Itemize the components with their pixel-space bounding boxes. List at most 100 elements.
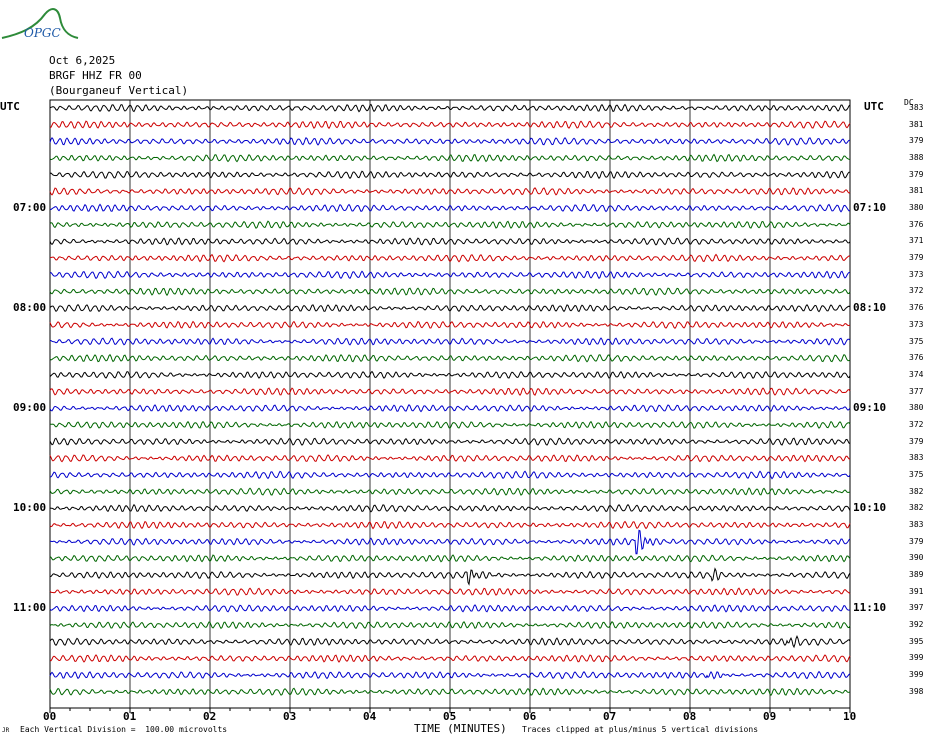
dc-offset-label: 375 <box>909 336 924 346</box>
trace-line <box>49 420 851 429</box>
dc-offset-label: 390 <box>909 553 924 563</box>
dc-offset-label: 392 <box>909 620 924 630</box>
dc-offset-label: 372 <box>909 419 924 429</box>
dc-offset-label: 379 <box>909 536 924 546</box>
x-tick-label: 07 <box>603 710 617 723</box>
trace-line <box>49 337 851 346</box>
dc-offset-label: 381 <box>909 186 924 196</box>
opgc-logo: OPGC <box>0 4 80 46</box>
footer-clip-note: Traces clipped at plus/minus 5 vertical … <box>522 725 759 734</box>
logo-mountain-icon <box>1 8 79 39</box>
left-time-label: 08:00 <box>13 301 47 315</box>
trace-line <box>49 470 851 480</box>
x-tick-label: 10 <box>843 710 857 723</box>
trace-line <box>49 635 851 649</box>
right-time-label: 10:10 <box>853 501 887 515</box>
dc-offset-label: 380 <box>909 203 924 213</box>
trace-line <box>49 187 851 196</box>
left-time-label: 11:00 <box>13 601 47 615</box>
left-time-label: 10:00 <box>13 501 47 515</box>
dc-offset-label: 377 <box>909 386 924 396</box>
trace-line <box>49 587 851 596</box>
right-time-label: 08:10 <box>853 301 887 315</box>
dc-offset-label: 379 <box>909 169 924 179</box>
header-location: (Bourganeuf Vertical) <box>49 84 189 97</box>
dc-offset-label: 382 <box>909 486 924 496</box>
left-time-label: 07:00 <box>13 201 47 215</box>
trace-line <box>49 220 851 229</box>
dc-offset-label: 389 <box>909 570 924 580</box>
left-utc-label: UTC <box>0 100 20 113</box>
logo-text: OPGC <box>24 26 61 40</box>
x-tick-label: 01 <box>123 710 137 723</box>
trace-line <box>49 237 851 246</box>
x-tick-label: 08 <box>683 710 697 723</box>
footer-mark: JR <box>2 727 10 734</box>
dc-header: DC <box>904 98 914 107</box>
dc-offset-label: 376 <box>909 303 924 313</box>
dc-offset-label: 381 <box>909 119 924 129</box>
x-tick-label: 00 <box>43 710 57 723</box>
x-tick-label: 04 <box>363 710 377 723</box>
trace-line <box>49 670 851 680</box>
dc-offset-label: 382 <box>909 503 924 513</box>
trace-line <box>49 520 851 530</box>
x-tick-label: 06 <box>523 710 537 723</box>
trace-line <box>49 454 851 463</box>
trace-line <box>49 604 851 613</box>
trace-line <box>49 303 851 313</box>
trace-line <box>49 120 851 130</box>
trace-line <box>49 203 851 213</box>
dc-offset-label: 391 <box>909 586 924 596</box>
x-axis-title: TIME (MINUTES) <box>414 722 507 735</box>
right-time-label: 11:10 <box>853 601 887 615</box>
dc-offset-label: 399 <box>909 653 924 663</box>
x-tick-label: 09 <box>763 710 777 723</box>
trace-line <box>49 503 851 513</box>
dc-offset-label: 374 <box>909 369 924 379</box>
trace-line <box>49 103 851 113</box>
trace-line <box>49 253 851 263</box>
x-tick-label: 05 <box>443 710 457 723</box>
trace-line <box>49 567 851 586</box>
dc-offset-label: 371 <box>909 236 924 246</box>
right-time-label: 09:10 <box>853 401 887 415</box>
trace-line <box>49 404 851 413</box>
dc-offset-label: 388 <box>909 153 924 163</box>
trace-group <box>49 103 851 697</box>
trace-line <box>49 620 851 630</box>
footer-scale-note: Each Vertical Division = 100.00 microvol… <box>20 725 228 734</box>
dc-offset-label: 379 <box>909 436 924 446</box>
trace-line <box>49 687 851 697</box>
trace-line <box>49 437 851 446</box>
dc-offset-label: 379 <box>909 253 924 263</box>
header-station: BRGF HHZ FR 00 <box>49 69 142 82</box>
dc-offset-label: 372 <box>909 286 924 296</box>
trace-line <box>49 487 851 496</box>
dc-offset-label: 398 <box>909 686 924 696</box>
trace-line <box>49 136 851 146</box>
dc-offset-label: 379 <box>909 136 924 146</box>
dc-offset-label: 376 <box>909 219 924 229</box>
trace-line <box>49 554 851 563</box>
x-tick-label: 02 <box>203 710 217 723</box>
trace-line <box>49 529 851 555</box>
left-time-label: 09:00 <box>13 401 47 415</box>
dc-offset-label: 373 <box>909 319 924 329</box>
trace-line <box>49 320 851 330</box>
x-tick-label: 03 <box>283 710 297 723</box>
trace-line <box>49 153 851 163</box>
dc-offset-label: 383 <box>909 103 924 112</box>
trace-line <box>49 287 851 297</box>
dc-offset-label: 383 <box>909 453 924 463</box>
trace-line <box>49 370 851 379</box>
dc-offset-label: 395 <box>909 636 924 646</box>
trace-line <box>49 654 851 663</box>
right-utc-label: UTC <box>864 100 884 113</box>
dc-offset-label: 383 <box>909 520 924 529</box>
right-time-label: 07:10 <box>853 201 887 215</box>
trace-line <box>49 270 850 280</box>
trace-line <box>49 387 851 396</box>
dc-offset-label: 397 <box>909 603 924 613</box>
